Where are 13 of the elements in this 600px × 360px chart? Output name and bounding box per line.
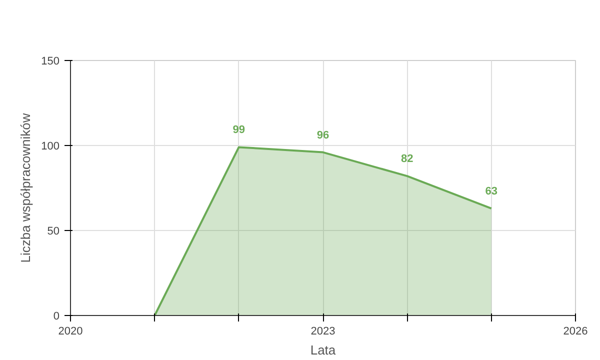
y-tick-label: 150 bbox=[41, 56, 60, 68]
y-tick-label: 0 bbox=[53, 310, 60, 322]
text: 63 bbox=[485, 185, 498, 198]
text: 99 bbox=[232, 124, 245, 136]
x-axis-title: Lata bbox=[310, 342, 336, 358]
x-tick-label: 2020 bbox=[58, 326, 83, 338]
x-tick-label: 2023 bbox=[310, 326, 336, 338]
text: 96 bbox=[316, 129, 330, 142]
x-tick-label: 2026 bbox=[563, 326, 588, 338]
y-axis-title: Liczba współpracowników bbox=[18, 112, 34, 263]
text: 82 bbox=[401, 153, 414, 166]
y-tick-label: 100 bbox=[41, 140, 60, 152]
y-tick-label: 50 bbox=[47, 226, 60, 238]
